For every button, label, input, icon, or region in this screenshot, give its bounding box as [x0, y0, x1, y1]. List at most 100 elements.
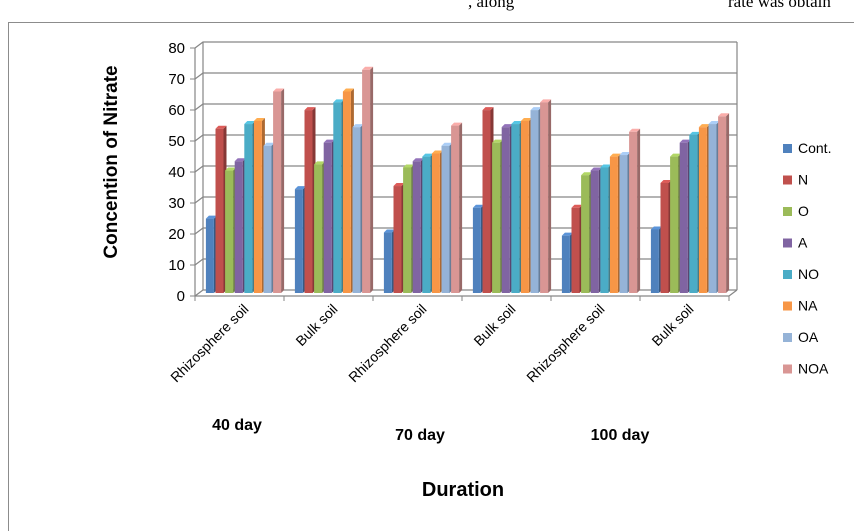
x-tick-labels: Rhizosphere soil Bulk soil Rhizosphere soi…: [167, 301, 696, 385]
bar: [314, 161, 326, 293]
legend-swatch: [783, 301, 792, 311]
legend-swatch: [783, 144, 792, 153]
bar: [205, 215, 217, 293]
bar: [650, 226, 662, 293]
bar: [333, 99, 345, 293]
y-tick-label: 80: [168, 40, 185, 57]
legend-swatch: [783, 238, 792, 248]
y-tick-label: 10: [168, 257, 185, 274]
bar: [619, 152, 631, 293]
legend-item: NO: [783, 266, 819, 282]
bar: [581, 172, 593, 293]
x-tick-label: Bulk soil: [470, 301, 518, 349]
y-tick-label: 60: [168, 102, 185, 119]
group-label: 40 day: [212, 417, 262, 434]
bar: [451, 122, 463, 293]
x-tick-label: Rhizosphere soil: [167, 301, 251, 385]
bar: [698, 124, 710, 294]
legend-label: N: [798, 172, 808, 188]
legend-swatch: [783, 207, 792, 216]
bar: [253, 117, 265, 293]
group-label: 100 day: [591, 427, 650, 444]
legend-item: A: [783, 235, 808, 251]
bar: [670, 153, 682, 293]
gridline: [194, 41, 737, 49]
gridline: [194, 72, 737, 80]
y-tick-labels: 0 10 20 30 40 50 60 70 80: [168, 40, 185, 305]
bar: [234, 158, 246, 293]
x-axis-label: Duration: [422, 479, 504, 501]
chart-frame: [8, 22, 854, 531]
bar: [323, 139, 335, 293]
bar: [294, 186, 306, 293]
legend-label: NOA: [798, 361, 829, 377]
bar: [342, 88, 354, 293]
bar: [511, 121, 523, 293]
y-tick-label: 70: [168, 71, 185, 88]
bar: [660, 179, 672, 293]
group-label: 70 day: [395, 427, 445, 444]
x-tick-label: Bulk soil: [292, 301, 340, 349]
bar: [561, 232, 573, 293]
bar: [540, 99, 552, 293]
legend-label: OA: [798, 329, 819, 345]
bar: [422, 153, 434, 293]
legend-swatch: [783, 175, 792, 185]
y-tick-label: 50: [168, 133, 185, 150]
legend-label: NA: [798, 298, 818, 314]
bar: [263, 142, 275, 293]
y-axis-label: Concention of Nitrate: [101, 65, 122, 258]
bar: [403, 164, 415, 293]
y-tick-label: 20: [168, 226, 185, 243]
bar: [225, 167, 237, 293]
legend-item: N: [783, 172, 808, 188]
bar: [501, 124, 513, 294]
y-tick-label: 30: [168, 195, 185, 212]
legend-label: O: [798, 203, 809, 219]
legend-label: A: [798, 235, 808, 251]
bar: [571, 204, 583, 293]
bar-marks: [205, 66, 730, 294]
bar: [304, 107, 316, 293]
legend-item: Cont.: [783, 140, 831, 156]
x-tick-label: Bulk soil: [648, 301, 696, 349]
x-tick-label: Rhizosphere soil: [523, 301, 607, 385]
legend-item: O: [783, 203, 809, 219]
bar: [472, 204, 484, 293]
bar: [412, 158, 424, 293]
legend-swatch: [783, 270, 792, 279]
bar: [718, 113, 730, 293]
caption-fragment-right: rate was obtain: [728, 0, 831, 11]
bar: [215, 125, 227, 293]
bar: [679, 139, 691, 293]
y-tick-label: 0: [177, 288, 185, 305]
bar: [362, 66, 374, 293]
bar: [629, 128, 641, 293]
bar: [441, 142, 453, 293]
bar: [590, 167, 602, 293]
bar: [383, 229, 395, 293]
bar: [600, 164, 612, 293]
bar: [393, 183, 405, 293]
bar: [609, 153, 621, 293]
legend-item: NA: [783, 298, 818, 314]
bar: [244, 121, 256, 293]
bar: [689, 131, 701, 293]
legend-swatch: [783, 333, 792, 342]
bar: [273, 88, 285, 293]
bar: [708, 121, 720, 293]
legend-item: NOA: [783, 361, 829, 377]
axes: [194, 42, 738, 301]
bar: [431, 150, 443, 293]
bar: [352, 124, 364, 294]
y-tick-label: 40: [168, 164, 185, 181]
legend-label: Cont.: [798, 140, 831, 156]
duration-group-labels: 40 day 70 day 100 day: [212, 417, 649, 444]
bar: [482, 107, 494, 293]
x-tick-label: Rhizosphere soil: [345, 301, 429, 385]
caption-fragment-left: , along: [468, 0, 515, 11]
bar: [492, 139, 504, 293]
legend-label: NO: [798, 266, 819, 282]
